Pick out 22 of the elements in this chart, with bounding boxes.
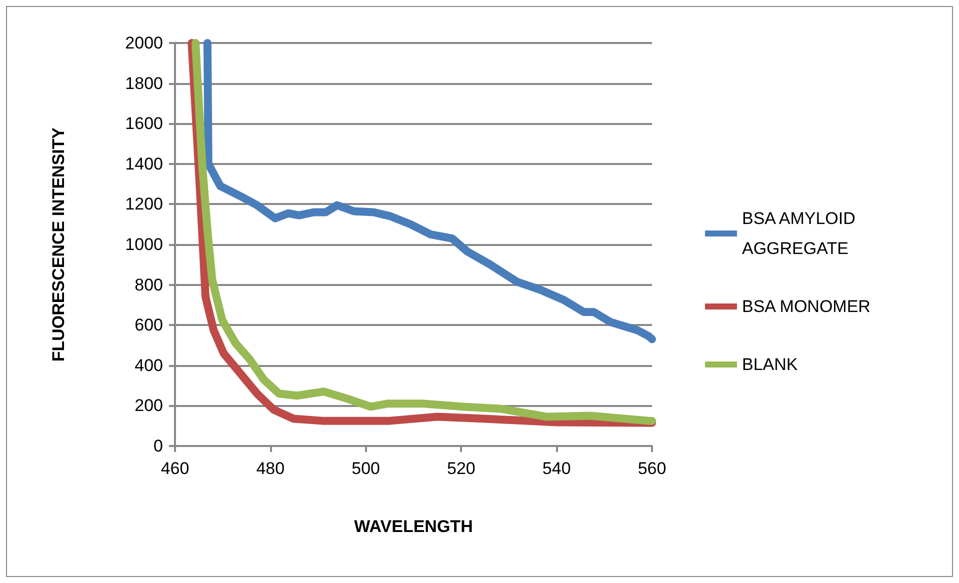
y-tick-label: 1000 <box>125 235 163 254</box>
legend-label: BSA AMYLOID AGGREGATE <box>742 209 860 258</box>
x-tick-label: 480 <box>256 459 285 478</box>
y-tick-label: 1600 <box>125 114 163 134</box>
y-tick-label: 1400 <box>125 154 163 174</box>
y-tick-label: 800 <box>134 275 163 294</box>
y-tick-label: 600 <box>134 316 163 335</box>
x-tick-label: 560 <box>638 459 666 478</box>
y-axis-title: FLUORESCENCE INTENSITY <box>49 126 68 362</box>
legend-label: BLANK <box>742 355 798 374</box>
y-tick-label: 2000 <box>125 34 163 52</box>
y-tick-label: 400 <box>134 356 163 375</box>
x-tick-label: 460 <box>160 459 190 478</box>
x-tick-label: 520 <box>447 459 476 478</box>
x-axis-title: WAVELENGTH <box>354 517 473 536</box>
legend-label: BSA MONOMER <box>742 297 870 316</box>
x-tick-label: 500 <box>352 459 380 478</box>
y-tick-label: 1200 <box>125 194 163 214</box>
y-tick-label: 200 <box>134 396 163 416</box>
y-tick-label: 0 <box>154 436 163 456</box>
y-tick-label: 1800 <box>125 74 163 93</box>
x-tick-label: 540 <box>542 459 571 478</box>
